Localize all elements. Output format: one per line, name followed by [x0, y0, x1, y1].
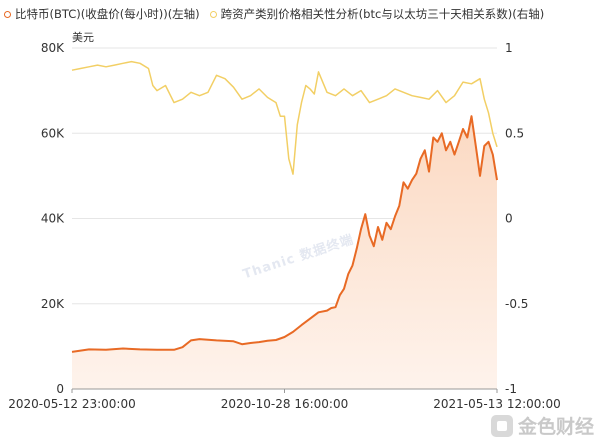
right-tick-label: 0 — [505, 212, 513, 226]
x-tick-label: 2020-05-12 23:00:00 — [8, 397, 135, 411]
legend-item-corr[interactable]: 跨资产类别价格相关性分析(btc与以太坊三十天相关系数)(右轴) — [209, 6, 545, 22]
btc-area-fill — [72, 116, 497, 389]
right-tick-label: -0.5 — [505, 297, 528, 311]
x-tick-label: 2021-05-13 12:00:00 — [433, 397, 560, 411]
left-tick-label: 20K — [41, 297, 65, 311]
btc-price-line — [71, 115, 498, 353]
legend-marker-corr — [209, 10, 217, 18]
legend-item-btc[interactable]: 比特币(BTC)(收盘价(每小时))(左轴) — [4, 6, 200, 22]
axes: 0 20K 40K 60K 80K -1 -0.5 0 0.5 1 2020-05-12 23:00… — [8, 41, 560, 411]
right-tick-label: 0.5 — [505, 126, 524, 140]
legend: 比特币(BTC)(收盘价(每小时))(左轴) 跨资产类别价格相关性分析(btc与… — [4, 6, 554, 22]
series-lines — [71, 60, 498, 353]
left-tick-label: 40K — [41, 212, 65, 226]
btc-area — [72, 116, 497, 389]
brand-logo: 金色财经 — [490, 412, 594, 439]
left-axis-unit: 美元 — [72, 31, 94, 44]
x-tick-label: 2020-10-28 16:00:00 — [221, 397, 348, 411]
left-tick-label: 80K — [41, 41, 65, 55]
left-tick-label: 0 — [56, 382, 64, 396]
correlation-line — [71, 60, 498, 175]
right-tick-label: 1 — [505, 41, 513, 55]
logo-text: 金色财经 — [517, 416, 594, 438]
legend-marker-btc — [4, 10, 11, 18]
legend-label-btc: 比特币(BTC)(收盘价(每小时))(左轴) — [15, 7, 200, 21]
logo-icon — [490, 414, 513, 437]
left-tick-label: 60K — [41, 126, 65, 140]
right-tick-label: -1 — [505, 382, 517, 396]
legend-label-corr: 跨资产类别价格相关性分析(btc与以太坊三十天相关系数)(右轴) — [220, 7, 545, 21]
